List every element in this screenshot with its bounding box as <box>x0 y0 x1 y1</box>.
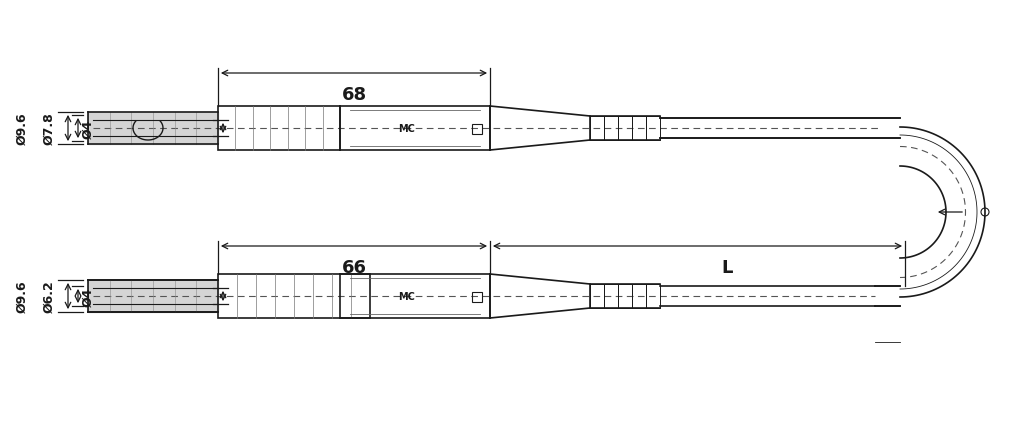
Polygon shape <box>164 113 175 145</box>
Text: Ø7.8: Ø7.8 <box>42 112 55 145</box>
Text: MC: MC <box>398 291 416 301</box>
Polygon shape <box>207 280 218 312</box>
Bar <box>646 117 660 141</box>
Polygon shape <box>110 280 121 312</box>
Polygon shape <box>99 280 110 312</box>
Polygon shape <box>88 113 99 145</box>
Bar <box>604 117 618 141</box>
Polygon shape <box>164 280 175 312</box>
Bar <box>590 284 604 308</box>
Bar <box>618 117 632 141</box>
Polygon shape <box>197 280 207 312</box>
Bar <box>604 284 618 308</box>
Text: Ø4: Ø4 <box>81 119 94 138</box>
Bar <box>632 117 646 141</box>
Text: MC: MC <box>398 124 416 134</box>
Polygon shape <box>131 280 142 312</box>
Polygon shape <box>142 280 153 312</box>
Polygon shape <box>207 113 218 145</box>
Text: Ø9.6: Ø9.6 <box>15 112 28 145</box>
Polygon shape <box>121 280 131 312</box>
Bar <box>218 274 370 318</box>
Text: Ø9.6: Ø9.6 <box>15 280 28 313</box>
Text: 66: 66 <box>341 259 367 276</box>
Polygon shape <box>153 113 164 145</box>
Polygon shape <box>110 113 121 145</box>
Polygon shape <box>175 113 185 145</box>
Text: Ø6.2: Ø6.2 <box>42 280 55 313</box>
Polygon shape <box>185 280 197 312</box>
Bar <box>472 292 482 302</box>
Polygon shape <box>197 113 207 145</box>
Bar <box>472 125 482 135</box>
Polygon shape <box>142 113 153 145</box>
Polygon shape <box>175 280 185 312</box>
Polygon shape <box>99 113 110 145</box>
Text: L: L <box>722 259 733 276</box>
Polygon shape <box>153 280 164 312</box>
Text: 68: 68 <box>341 86 367 104</box>
Bar <box>618 284 632 308</box>
Bar <box>218 107 340 151</box>
Polygon shape <box>121 113 131 145</box>
Polygon shape <box>88 280 99 312</box>
Polygon shape <box>131 113 142 145</box>
Bar <box>632 284 646 308</box>
Polygon shape <box>185 113 197 145</box>
Text: Ø4: Ø4 <box>81 287 94 306</box>
Bar <box>590 117 604 141</box>
Bar <box>646 284 660 308</box>
